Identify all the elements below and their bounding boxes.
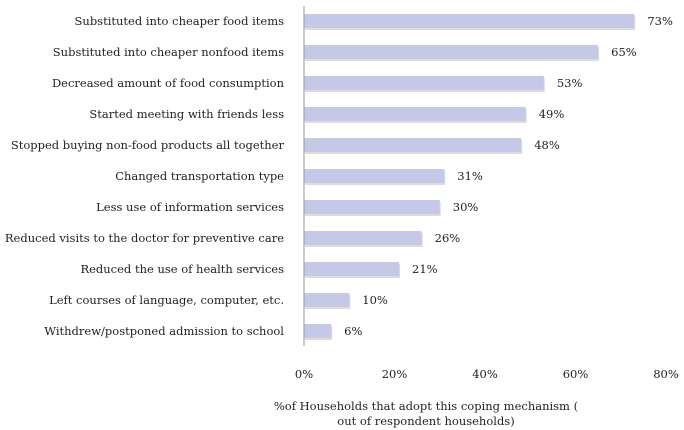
category-label: Reduced the use of health services: [80, 262, 284, 276]
data-label: 53%: [557, 76, 583, 90]
category-label: Less use of information services: [96, 200, 284, 214]
bar: [304, 200, 440, 214]
x-tick-label: 20%: [382, 367, 408, 381]
x-ticks: 0% 20% 40% 60% 80%: [295, 367, 679, 381]
bar: [304, 138, 522, 152]
x-tick-label: 80%: [653, 367, 679, 381]
x-tick-label: 60%: [563, 367, 589, 381]
bar: [304, 324, 332, 338]
x-axis-title-line1: %of Households that adopt this coping me…: [274, 399, 578, 413]
data-label: 73%: [647, 14, 673, 28]
category-label: Substituted into cheaper nonfood items: [53, 45, 284, 59]
bar: [304, 107, 526, 121]
bar: [304, 14, 635, 28]
category-label: Reduced visits to the doctor for prevent…: [5, 231, 284, 245]
category-label: Changed transportation type: [115, 169, 284, 183]
bar: [304, 293, 350, 307]
data-label: 31%: [457, 169, 483, 183]
data-label: 48%: [534, 138, 560, 152]
bar: [304, 169, 445, 183]
data-label: 30%: [453, 200, 479, 214]
x-axis-title-line2: out of respondent households): [337, 414, 514, 428]
data-label: 10%: [362, 293, 388, 307]
category-label: Stopped buying non-food products all tog…: [11, 138, 285, 152]
category-label: Started meeting with friends less: [89, 107, 284, 121]
category-label: Left courses of language, computer, etc.: [49, 293, 284, 307]
category-label: Decreased amount of food consumption: [52, 76, 285, 90]
data-label: 49%: [539, 107, 565, 121]
x-tick-label: 40%: [472, 367, 498, 381]
category-label: Substituted into cheaper food items: [75, 14, 285, 28]
bar: [304, 262, 400, 276]
labels-layer: Substituted into cheaper food items 73% Su…: [5, 14, 673, 338]
data-label: 26%: [435, 231, 461, 245]
category-label: Withdrew/postponed admission to school: [44, 324, 284, 338]
x-tick-label: 0%: [295, 367, 313, 381]
data-label: 65%: [611, 45, 637, 59]
bar: [304, 231, 422, 245]
bar: [304, 76, 544, 90]
data-label: 21%: [412, 262, 438, 276]
bar: [304, 45, 599, 59]
bars-layer: [304, 14, 636, 340]
data-label: 6%: [344, 324, 362, 338]
